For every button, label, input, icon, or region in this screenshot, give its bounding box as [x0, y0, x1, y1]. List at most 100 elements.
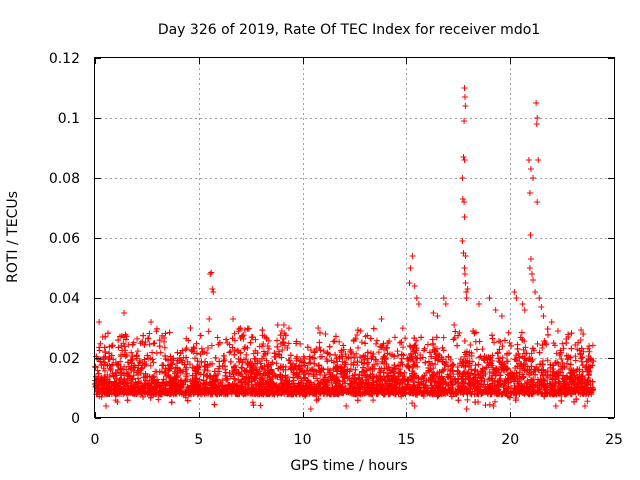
data-point: [101, 368, 108, 375]
data-point: [320, 381, 327, 388]
data-point: [359, 368, 366, 375]
data-point: [231, 375, 238, 382]
data-point: [340, 367, 347, 374]
data-point: [256, 368, 263, 375]
data-point: [332, 351, 339, 358]
data-point: [239, 383, 246, 390]
data-point: [567, 386, 574, 393]
data-point: [563, 360, 570, 367]
data-point: [306, 353, 313, 360]
data-point: [106, 355, 113, 362]
data-point: [193, 363, 200, 370]
data-point: [305, 360, 312, 367]
data-point: [506, 339, 513, 346]
data-point: [430, 365, 437, 372]
data-point: [250, 350, 257, 357]
data-point: [466, 388, 473, 395]
data-point: [168, 399, 175, 406]
data-point: [449, 362, 456, 369]
data-point: [224, 382, 231, 389]
data-point: [456, 329, 463, 336]
data-point: [321, 372, 328, 379]
data-point: [180, 390, 187, 397]
data-point: [250, 402, 257, 409]
data-point: [411, 342, 418, 349]
data-point: [516, 354, 523, 361]
data-point: [355, 381, 362, 388]
data-point: [305, 370, 312, 377]
data-point: [333, 389, 340, 396]
data-point: [582, 364, 589, 371]
data-point: [165, 367, 172, 374]
data-point: [178, 377, 185, 384]
data-point: [424, 341, 431, 348]
data-point: [550, 381, 557, 388]
data-point: [98, 362, 105, 369]
data-point: [304, 364, 311, 371]
data-point: [127, 357, 134, 364]
data-point: [277, 371, 284, 378]
data-point: [377, 373, 384, 380]
data-point: [384, 344, 391, 351]
data-point: [227, 373, 234, 380]
data-point: [406, 364, 413, 371]
data-point: [333, 355, 340, 362]
data-point: [198, 359, 205, 366]
data-point: [272, 372, 279, 379]
data-point: [239, 332, 246, 339]
data-point: [486, 368, 493, 375]
data-point: [326, 343, 333, 350]
data-point: [257, 402, 264, 409]
data-point: [511, 382, 518, 389]
data-point: [476, 387, 483, 394]
data-point: [97, 358, 104, 365]
data-point: [183, 345, 190, 352]
data-point: [214, 334, 221, 341]
data-point: [177, 357, 184, 364]
data-point: [184, 397, 191, 404]
data-point: [242, 384, 249, 391]
data-point: [402, 335, 409, 342]
data-point: [365, 359, 372, 366]
data-point: [142, 370, 149, 377]
data-point: [344, 375, 351, 382]
data-point: [373, 374, 380, 381]
data-point: [404, 355, 411, 362]
data-point: [452, 378, 459, 385]
data-point: [538, 390, 545, 397]
data-point: [449, 378, 456, 385]
data-point: [92, 363, 99, 370]
data-point: [446, 368, 453, 375]
data-point: [504, 358, 511, 365]
data-point: [547, 361, 554, 368]
data-point: [169, 361, 176, 368]
data-point: [269, 359, 276, 366]
data-point: [133, 390, 140, 397]
data-point: [440, 347, 447, 354]
data-point: [539, 361, 546, 368]
data-point: [527, 376, 534, 383]
data-point: [342, 351, 349, 358]
data-point: [422, 359, 429, 366]
data-point: [441, 366, 448, 373]
data-point: [307, 347, 314, 354]
data-point: [555, 378, 562, 385]
data-point: [121, 343, 128, 350]
data-point: [109, 342, 116, 349]
data-point: [285, 340, 292, 347]
data-point: [404, 376, 411, 383]
data-point: [104, 362, 111, 369]
data-point: [520, 361, 527, 368]
data-point: [303, 380, 310, 387]
data-point: [242, 375, 249, 382]
data-point: [188, 347, 195, 354]
data-point: [386, 376, 393, 383]
data-point: [330, 359, 337, 366]
data-point: [563, 352, 570, 359]
data-point: [575, 339, 582, 346]
data-point: [283, 377, 290, 384]
data-point: [135, 375, 142, 382]
data-point: [418, 334, 425, 341]
data-point: [113, 375, 120, 382]
data-point: [121, 363, 128, 370]
